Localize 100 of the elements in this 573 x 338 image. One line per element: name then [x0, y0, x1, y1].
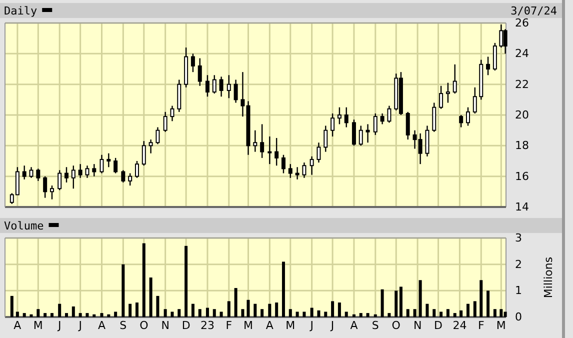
- x-tick-label: O: [140, 318, 149, 332]
- bar: [500, 309, 503, 317]
- x-tick-label: A: [266, 318, 274, 332]
- bar: [418, 280, 422, 317]
- candlestick: [58, 170, 62, 191]
- y-tick-label: 26: [515, 16, 529, 30]
- bar: [446, 309, 450, 317]
- candlestick: [36, 168, 40, 182]
- candlestick: [43, 176, 48, 198]
- bar: [338, 302, 341, 317]
- bar: [432, 309, 436, 317]
- x-tick-label: M: [496, 318, 506, 332]
- bar: [227, 301, 230, 317]
- y-tick-label: 1: [515, 284, 522, 298]
- candlestick: [310, 156, 314, 176]
- bar: [65, 313, 68, 317]
- bar: [78, 313, 82, 317]
- bar: [268, 304, 272, 317]
- candlestick: [295, 166, 300, 180]
- candlestick: [121, 170, 126, 184]
- bar: [44, 313, 47, 317]
- candlestick: [234, 79, 238, 104]
- candlestick: [219, 76, 224, 98]
- y-tick-label: 2: [515, 258, 522, 271]
- y-tick-label: 3: [515, 232, 522, 245]
- bar: [220, 312, 223, 317]
- bar: [206, 308, 209, 317]
- candlestick: [486, 56, 490, 76]
- bar: [366, 313, 370, 317]
- candlestick: [205, 74, 210, 98]
- x-tick-label: F: [478, 318, 484, 332]
- bar: [178, 309, 181, 317]
- candlestick: [212, 74, 216, 94]
- candlestick: [330, 112, 335, 138]
- candlestick: [446, 82, 450, 104]
- bar: [466, 304, 470, 317]
- candlestick: [366, 124, 370, 144]
- candlestick: [324, 125, 328, 152]
- candlestick: [268, 136, 272, 165]
- x-tick-label: 24: [452, 318, 467, 332]
- candlestick: [406, 111, 410, 140]
- candlestick: [198, 58, 202, 86]
- candlestick: [29, 166, 34, 178]
- candlestick: [499, 24, 504, 48]
- candlestick: [163, 111, 168, 132]
- bar: [331, 301, 334, 317]
- x-tick-label: N: [161, 318, 170, 332]
- y-axis-title: Millions: [542, 256, 555, 298]
- candlestick: [302, 162, 306, 178]
- bar: [460, 310, 463, 317]
- bar: [399, 286, 402, 317]
- bar: [50, 313, 54, 317]
- x-tick-label: 23: [200, 318, 214, 332]
- candlestick: [274, 137, 279, 166]
- bar: [486, 290, 490, 317]
- candlestick: [190, 53, 195, 73]
- candlestick: [452, 64, 457, 94]
- candlestick: [114, 157, 118, 174]
- x-tick-label: A: [98, 318, 106, 332]
- y-tick-label: 16: [515, 170, 529, 183]
- bar: [234, 288, 238, 317]
- candlestick: [253, 130, 258, 152]
- bar: [480, 280, 483, 317]
- bar: [374, 314, 377, 317]
- candlestick: [50, 184, 54, 200]
- x-tick-label: M: [286, 318, 296, 332]
- bar: [302, 312, 306, 317]
- candlestick: [142, 140, 146, 166]
- candlestick: [288, 163, 292, 178]
- x-tick-label: F: [226, 318, 232, 332]
- bar: [317, 310, 320, 317]
- chart-title: Daily: [4, 4, 38, 18]
- x-tick-label: J: [78, 318, 82, 332]
- candlestick: [439, 85, 444, 110]
- bar: [198, 309, 202, 317]
- bar: [86, 313, 89, 317]
- bar: [413, 309, 416, 317]
- bar: [352, 314, 356, 317]
- candlestick: [281, 154, 286, 174]
- candlestick: [337, 106, 342, 125]
- bar: [288, 309, 292, 317]
- bar: [282, 262, 285, 317]
- y-tick-label: 20: [515, 108, 529, 122]
- bar: [191, 304, 194, 317]
- x-tick-label: S: [120, 318, 127, 332]
- candlestick: [148, 138, 153, 154]
- candlestick: [373, 112, 378, 136]
- bar: [22, 313, 26, 317]
- bar: [164, 309, 167, 317]
- candlestick: [466, 106, 470, 126]
- candlestick: [472, 86, 477, 114]
- bar: [184, 246, 188, 317]
- bar: [388, 313, 391, 317]
- bar: [36, 309, 40, 317]
- bar: [92, 314, 96, 317]
- x-tick-label: D: [182, 318, 190, 332]
- x-tick-label: S: [372, 318, 379, 332]
- candlestick: [134, 160, 139, 178]
- candlestick: [106, 152, 111, 168]
- bar: [344, 312, 348, 317]
